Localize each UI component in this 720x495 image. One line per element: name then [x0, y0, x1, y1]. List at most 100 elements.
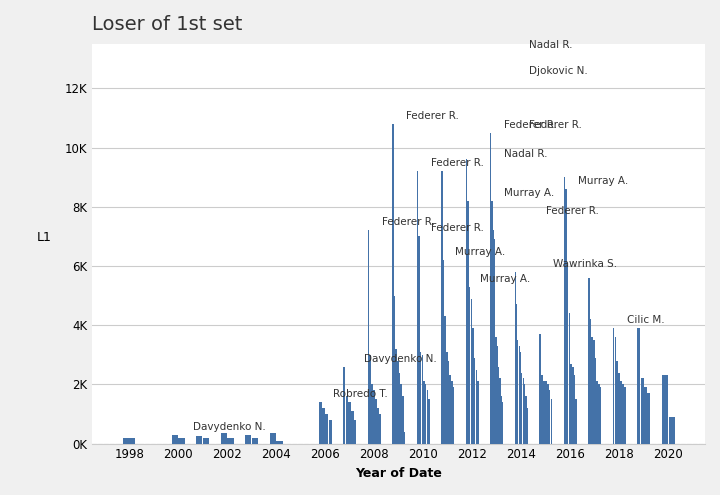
Bar [570, 364, 572, 444]
Bar [545, 382, 546, 444]
Bar [490, 133, 491, 444]
Text: Loser of 1st set: Loser of 1st set [92, 15, 243, 34]
Bar [373, 390, 375, 444]
Bar [367, 230, 369, 444]
Bar [491, 201, 492, 444]
Bar [502, 402, 503, 444]
Bar [351, 411, 354, 444]
Bar [276, 441, 282, 444]
Bar [524, 385, 525, 444]
Bar [179, 438, 184, 444]
Bar [422, 355, 423, 444]
Bar [197, 436, 202, 444]
Bar [402, 396, 404, 444]
Bar [325, 414, 328, 444]
Bar [567, 266, 569, 444]
Text: Federer R.: Federer R. [431, 158, 483, 168]
Text: Robredo T.: Robredo T. [333, 389, 387, 399]
Text: Murray A.: Murray A. [455, 247, 505, 257]
Bar [397, 361, 399, 444]
Bar [644, 387, 647, 444]
Bar [564, 177, 565, 444]
Bar [647, 393, 650, 444]
Bar [228, 438, 233, 444]
Bar [546, 385, 549, 444]
Bar [526, 408, 528, 444]
Text: Federer R.: Federer R. [546, 205, 598, 216]
Bar [551, 399, 552, 444]
Text: Federer R.: Federer R. [528, 120, 582, 130]
Bar [637, 328, 640, 444]
Bar [346, 396, 348, 444]
Bar [498, 367, 500, 444]
Bar [449, 376, 451, 444]
Bar [400, 385, 402, 444]
Bar [427, 390, 428, 444]
Bar [379, 414, 381, 444]
Bar [516, 304, 517, 444]
Text: Davydenko N.: Davydenko N. [364, 353, 437, 364]
Bar [517, 340, 518, 444]
Bar [549, 390, 550, 444]
Bar [476, 370, 477, 444]
Bar [448, 361, 449, 444]
Text: Murray A.: Murray A. [504, 188, 554, 198]
Bar [515, 272, 516, 444]
Text: Federer R.: Federer R. [431, 223, 483, 233]
Bar [669, 417, 675, 444]
Bar [428, 399, 430, 444]
Bar [575, 399, 577, 444]
Bar [616, 361, 618, 444]
Bar [467, 201, 469, 444]
Bar [588, 278, 590, 444]
Bar [418, 236, 420, 444]
Bar [590, 319, 591, 444]
Bar [329, 420, 332, 444]
Bar [618, 373, 620, 444]
Bar [593, 340, 595, 444]
Bar [417, 171, 418, 444]
Bar [441, 171, 443, 444]
Bar [270, 433, 276, 444]
Bar [221, 433, 227, 444]
Bar [543, 382, 544, 444]
Bar [572, 367, 574, 444]
Bar [123, 438, 135, 444]
Bar [399, 373, 400, 444]
Y-axis label: L1: L1 [37, 231, 51, 244]
Text: Federer R.: Federer R. [504, 120, 557, 130]
Bar [518, 346, 520, 444]
Text: Nadal R.: Nadal R. [528, 40, 572, 50]
Bar [501, 396, 502, 444]
Bar [446, 352, 448, 444]
Bar [420, 352, 421, 444]
Bar [203, 438, 209, 444]
Bar [443, 260, 444, 444]
Bar [472, 328, 474, 444]
Bar [394, 296, 395, 444]
Bar [591, 337, 593, 444]
Bar [252, 438, 258, 444]
Bar [423, 382, 425, 444]
Bar [392, 124, 394, 444]
Text: Nadal R.: Nadal R. [504, 149, 547, 159]
Bar [523, 379, 524, 444]
Bar [520, 352, 521, 444]
Bar [354, 420, 356, 444]
Bar [598, 385, 600, 444]
Bar [613, 328, 614, 444]
Bar [377, 408, 379, 444]
Bar [453, 387, 454, 444]
Bar [469, 287, 470, 444]
Bar [395, 349, 397, 444]
Bar [322, 408, 325, 444]
Bar [662, 376, 668, 444]
Bar [574, 376, 575, 444]
Bar [477, 382, 479, 444]
Bar [622, 385, 624, 444]
Bar [369, 355, 372, 444]
Bar [621, 382, 622, 444]
Bar [541, 376, 543, 444]
Bar [451, 382, 453, 444]
Text: Murray A.: Murray A. [480, 274, 530, 284]
